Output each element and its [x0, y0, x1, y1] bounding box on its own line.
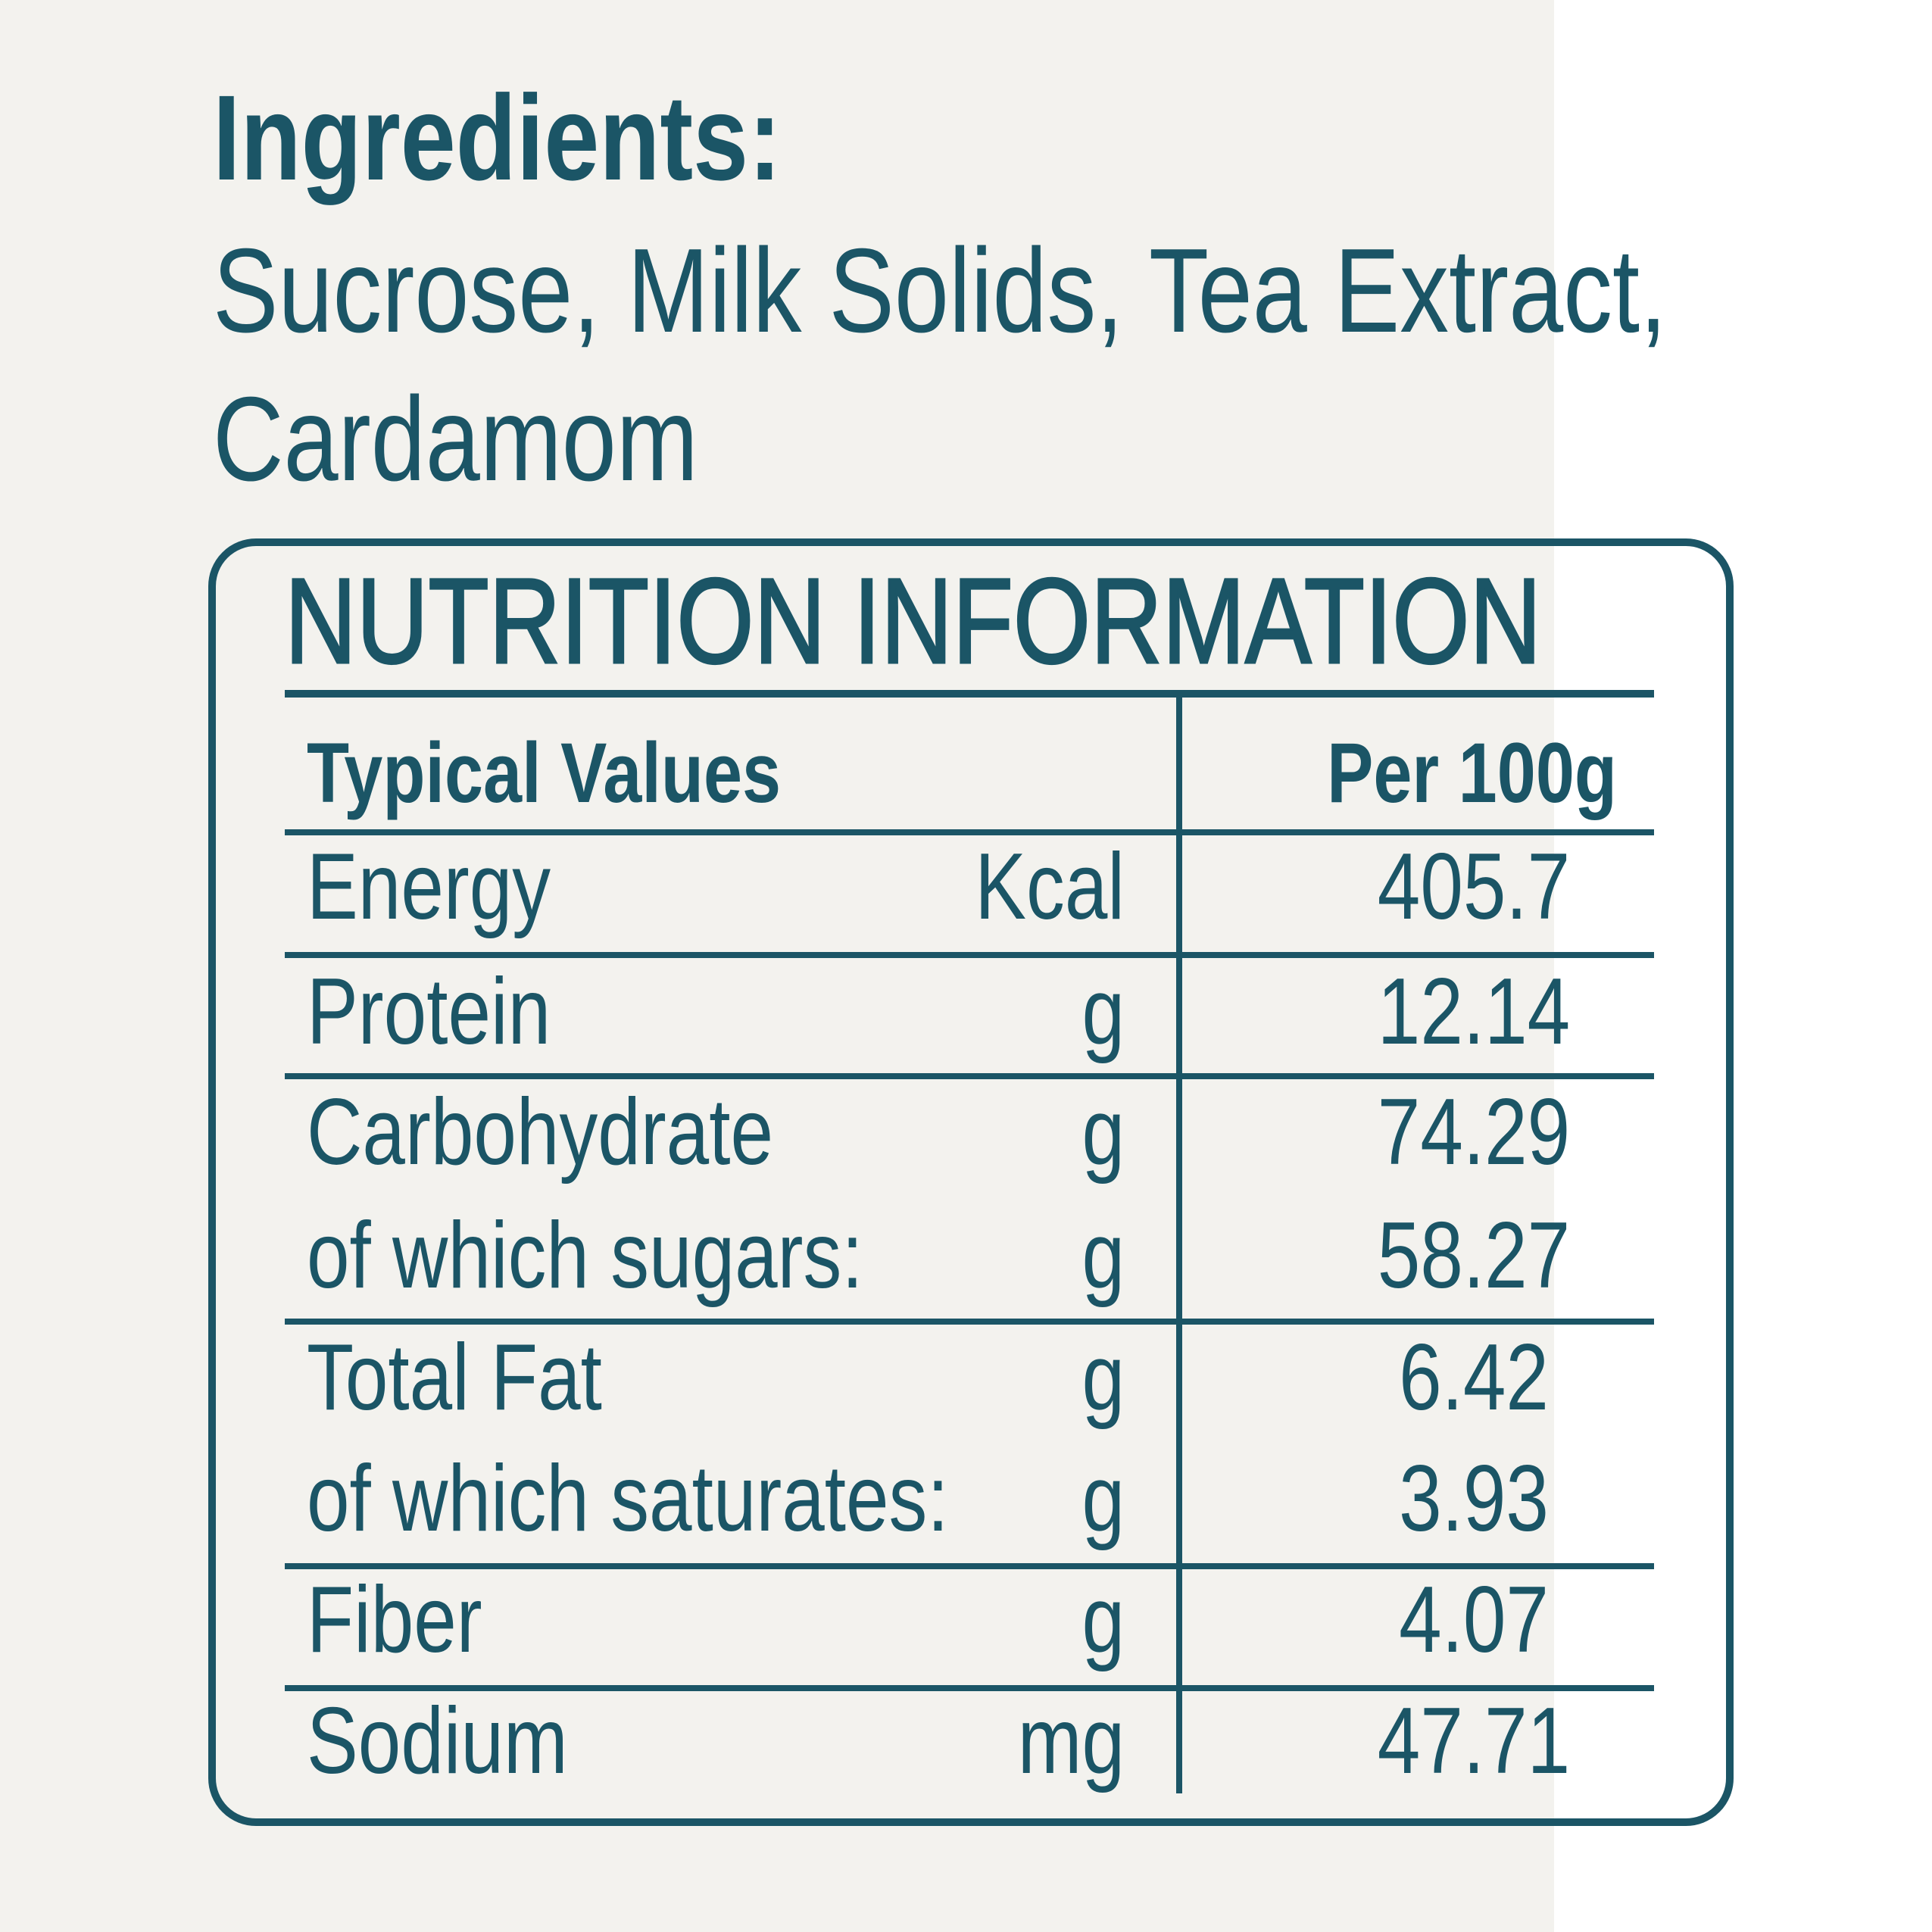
nutrient-unit: g — [1081, 1567, 1125, 1672]
nutrient-value: 12.14 — [1378, 959, 1570, 1064]
nutrient-value: 6.42 — [1399, 1325, 1549, 1430]
nutrient-name: of which saturates: — [307, 1446, 949, 1551]
nutrient-name: Energy — [307, 834, 551, 939]
nutrient-value: 74.29 — [1378, 1079, 1570, 1184]
nutrient-unit: g — [1081, 1203, 1125, 1308]
nutrient-unit: g — [1081, 1079, 1125, 1184]
ingredients-line: Cardamom — [213, 372, 698, 506]
nutrient-unit: g — [1081, 1446, 1125, 1551]
header-cell: Per 100g — [1327, 725, 1617, 820]
nutrition-title: NUTRITION INFORMATION — [285, 554, 1541, 689]
nutrient-name: Sodium — [307, 1688, 568, 1793]
ingredients-heading: Ingredients: — [213, 71, 782, 206]
nutrient-name: Fiber — [307, 1567, 482, 1672]
nutrient-unit: mg — [1018, 1688, 1125, 1793]
background-plain — [1554, 0, 1932, 1932]
nutrient-unit: g — [1081, 1325, 1125, 1430]
nutrition-box — [208, 538, 1734, 1826]
nutrient-name: Total Fat — [307, 1325, 602, 1430]
table-rules — [285, 690, 1654, 1793]
nutrient-value: 4.07 — [1399, 1567, 1549, 1672]
header-cell: Typical Values — [307, 725, 781, 820]
nutrient-unit: Kcal — [975, 834, 1125, 939]
nutrient-value: 3.93 — [1399, 1446, 1549, 1551]
nutrient-name: Carbohydrate — [307, 1079, 773, 1184]
nutrient-value: 58.27 — [1378, 1203, 1570, 1308]
nutrient-unit: g — [1081, 959, 1125, 1064]
ingredients-line: Sucrose, Milk Solids, Tea Extract, — [213, 223, 1667, 357]
nutrient-name: of which sugars: — [307, 1203, 863, 1308]
nutrient-value: 405.7 — [1378, 834, 1570, 939]
nutrient-value: 47.71 — [1378, 1688, 1570, 1793]
nutrient-name: Protein — [307, 959, 551, 1064]
